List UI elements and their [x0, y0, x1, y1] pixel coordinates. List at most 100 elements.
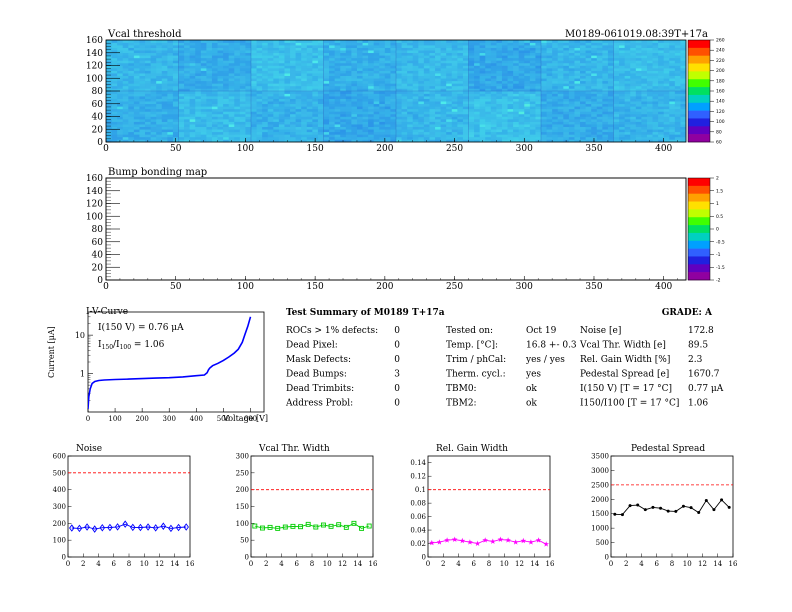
heatmap-cell [619, 83, 625, 87]
heatmap-cell [184, 126, 190, 130]
heatmap-cell [396, 124, 402, 127]
heatmap-cell [602, 131, 609, 135]
heatmap-cell [580, 103, 586, 107]
heatmap-cell [217, 111, 224, 115]
heatmap-cell [111, 85, 118, 89]
heatmap-cell [312, 96, 319, 99]
heatmap-cell [446, 80, 453, 84]
heatmap-cell [663, 45, 670, 48]
heatmap-cell [172, 47, 179, 51]
heatmap-cell [501, 73, 508, 76]
heatmap-cell [223, 73, 229, 76]
heatmap-cell [412, 103, 419, 107]
heatmap-cell [356, 129, 363, 133]
heatmap-cell [234, 101, 241, 105]
heatmap-cell [646, 126, 653, 130]
y-tick-label: 80 [92, 225, 104, 235]
heatmap-cell [167, 42, 174, 46]
heatmap-cell [245, 113, 252, 117]
heatmap-cell [217, 88, 224, 92]
colorbar-segment [688, 79, 710, 88]
heatmap-cell [379, 96, 386, 99]
heatmap-cell [273, 45, 280, 48]
heatmap-cell [267, 47, 274, 51]
heatmap-cell [451, 121, 458, 125]
heatmap-cell [139, 80, 146, 84]
heatmap-cell [396, 62, 402, 66]
heatmap-cell [122, 121, 129, 125]
heatmap-cell [663, 93, 670, 97]
heatmap-cell [412, 93, 419, 97]
heatmap-cell [669, 85, 676, 89]
heatmap-cell [329, 88, 335, 92]
heatmap-cell [674, 57, 681, 61]
y-tick-label: 100 [86, 212, 103, 222]
heatmap-cell [329, 134, 335, 138]
heatmap-cell [340, 83, 347, 87]
heatmap-cell [128, 47, 135, 51]
heatmap-cell [334, 57, 341, 61]
heatmap-cell [390, 116, 397, 120]
heatmap-cell [429, 83, 436, 87]
heatmap-cell [189, 75, 196, 79]
heatmap-cell [245, 124, 252, 127]
heatmap-cell [284, 68, 291, 71]
heatmap-cell [607, 106, 614, 110]
heatmap-cell [267, 57, 274, 61]
heatmap-cell [535, 113, 542, 117]
heatmap-cell [490, 45, 497, 48]
heatmap-cell [429, 93, 436, 97]
heatmap-cell [446, 101, 453, 105]
heatmap-cell [552, 88, 559, 92]
heatmap-cell [462, 126, 469, 130]
heatmap-cell [306, 70, 313, 74]
heatmap-cell [518, 52, 525, 56]
heatmap-cell [457, 50, 464, 54]
heatmap-cell [223, 101, 229, 105]
heatmap-cell [278, 85, 285, 89]
heatmap-cell [568, 113, 575, 117]
heatmap-cell [602, 55, 609, 59]
heatmap-cell [278, 116, 285, 120]
heatmap-cell [529, 62, 536, 66]
heatmap-cell [630, 60, 637, 64]
heatmap-cell [613, 91, 620, 94]
heatmap-cell [290, 88, 296, 92]
heatmap-cell [217, 93, 224, 97]
heatmap-cell [674, 136, 681, 140]
iv-x-tick-label: 200 [135, 415, 148, 423]
heatmap-cell [111, 47, 118, 51]
heatmap-cell [513, 52, 519, 56]
heatmap-cell [552, 116, 559, 120]
heatmap-cell [418, 111, 425, 115]
heatmap-cell [412, 60, 419, 64]
heatmap-cell [619, 65, 625, 69]
heatmap-cell [529, 40, 536, 43]
heatmap-cell [122, 93, 129, 97]
heatmap-cell [172, 40, 179, 43]
heatmap-cell [239, 116, 246, 120]
heatmap-cell [630, 75, 637, 79]
heatmap-cell [234, 47, 241, 51]
heatmap-cell [251, 88, 257, 92]
heatmap-cell [407, 111, 414, 115]
heatmap-cell [128, 126, 135, 130]
heatmap-cell [613, 108, 620, 112]
heatmap-cell [356, 111, 363, 115]
heatmap-cell [568, 129, 575, 133]
heatmap-cell [351, 108, 358, 112]
heatmap-cell [200, 50, 207, 54]
heatmap-cell [139, 103, 146, 107]
heatmap-cell [245, 75, 252, 79]
heatmap-cell [306, 113, 313, 117]
heatmap-cell [234, 68, 241, 71]
heatmap-cell [290, 57, 296, 61]
heatmap-cell [295, 136, 302, 140]
heatmap-cell [412, 65, 419, 69]
heatmap-cell [239, 98, 246, 102]
heatmap-cell [156, 131, 163, 135]
heatmap-cell [457, 40, 464, 43]
heatmap-cell [223, 85, 229, 89]
heatmap-cell [234, 139, 241, 143]
heatmap-cell [591, 121, 598, 125]
